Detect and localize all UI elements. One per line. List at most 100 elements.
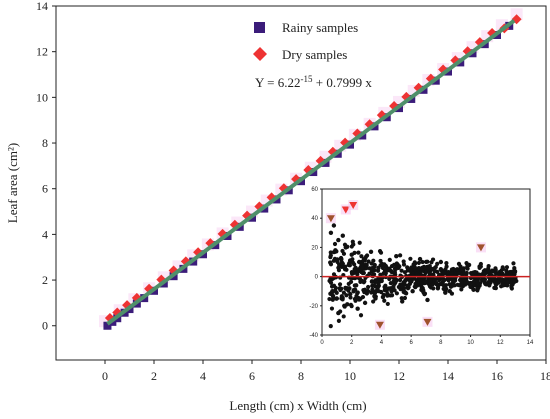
inset-cloud-point [442,277,447,283]
inset-cloud-point [444,261,449,266]
inset-cloud-point [405,283,410,288]
inset-cloud-point [504,265,510,270]
inset-residual-point [472,270,478,275]
y-tick-label: 6 [42,182,48,196]
inset-cloud-point [465,266,470,271]
inset-cloud-point [456,261,462,266]
inset-residual-point [340,233,345,238]
inset-cloud-point [355,272,360,277]
inset-cloud-point [339,294,344,299]
inset-residual-plot: 0 2 4 6 8 10 12 14 -40 -20 0 20 40 60 [309,187,534,346]
y-tick-label: 2 [42,273,48,287]
x-tick-label: 8 [298,369,304,383]
inset-cloud-point [340,248,345,254]
inset-cloud-point [475,276,480,282]
inset-cloud-point [380,265,386,271]
inset-cloud-point [371,299,376,304]
inset-cloud-point [333,285,338,291]
rainy-sample-point [103,321,112,330]
inset-cloud-point [512,272,517,277]
inset-cloud-point [337,282,343,287]
x-tick-label: 12 [393,369,405,383]
inset-residual-point [455,267,460,272]
inset-residual-point [343,245,348,250]
inset-cloud-point [408,256,413,261]
inset-cloud-point [383,286,388,292]
regression-line [106,19,516,326]
inset-residual-point [336,237,341,243]
inset-residual-point [496,280,501,285]
inset-cloud-point [382,298,387,303]
inset-cloud-point [375,285,380,290]
inset-cloud-point [364,265,369,271]
inset-cloud-point [328,262,334,267]
inset-cloud-point [424,269,429,274]
inset-residual-point [339,256,344,262]
inset-cloud-point [373,279,378,285]
inset-cloud-point [330,297,335,302]
inset-cloud-point [389,293,395,298]
outlier-marker [326,215,335,223]
inset-cloud-point [468,280,473,286]
y-axis-label: Leaf area (cm²) [5,143,20,223]
inset-cloud-point [336,318,342,323]
inset-residual-point [397,264,402,269]
inset-cloud-point [399,296,404,301]
inset-cloud-point [400,283,405,289]
inset-cloud-point [509,285,514,290]
inset-cloud-point [418,270,423,276]
inset-cloud-point [409,279,414,284]
inset-cloud-point [435,261,440,266]
inset-cloud-point [335,257,340,263]
inset-x-tick-label: 2 [350,340,354,346]
y-tick-label: 10 [36,90,48,104]
inset-cloud-point [441,270,447,275]
x-tick-label: 10 [344,369,356,383]
inset-residual-point [414,271,420,276]
inset-residual-point [471,287,476,292]
inset-residual-point [333,248,338,253]
legend-marker-dry [253,47,267,61]
inset-cloud-point [389,263,395,269]
y-tick-label: 4 [42,227,48,241]
inset-cloud-point [418,278,423,283]
inset-residual-point [364,262,369,268]
inset-residual-point [475,286,481,291]
inset-residual-point [405,267,411,272]
inset-residual-point [385,293,390,298]
inset-cloud-point [328,253,333,258]
inset-x-tick-label: 8 [439,340,443,346]
inset-residual-point [495,271,500,276]
inset-cloud-point [402,295,408,301]
inset-cloud-point [409,265,414,270]
inset-residual-point [346,262,351,268]
inset-cloud-point [512,279,517,284]
inset-y-tick-label: -40 [309,333,318,339]
inset-cloud-point [392,288,397,293]
x-tick-label: 14 [442,369,454,383]
inset-cloud-point [358,313,364,318]
inset-cloud-point [365,288,371,294]
inset-residual-point [423,265,429,271]
inset-residual-point [380,294,386,300]
inset-cloud-point [366,259,371,264]
inset-cloud-point [464,280,470,285]
inset-cloud-point [360,294,366,300]
inset-cloud-point [348,295,353,300]
inset-cloud-point [372,291,377,296]
inset-cloud-point [342,266,348,271]
inset-cloud-point [512,265,517,271]
inset-cloud-point [398,277,403,283]
inset-cloud-point [363,254,369,259]
inset-cloud-point [449,271,454,276]
legend-marker-rainy [254,22,265,33]
inset-cloud-point [334,290,339,295]
inset-cloud-point [412,265,417,270]
inset-cloud-point [448,284,454,289]
x-tick-label: 6 [249,369,255,383]
inset-residual-point [371,283,377,288]
inset-cloud-point [370,265,375,271]
inset-cloud-point [394,291,399,296]
inset-cloud-point [341,314,346,319]
x-tick-label: 4 [200,369,206,383]
